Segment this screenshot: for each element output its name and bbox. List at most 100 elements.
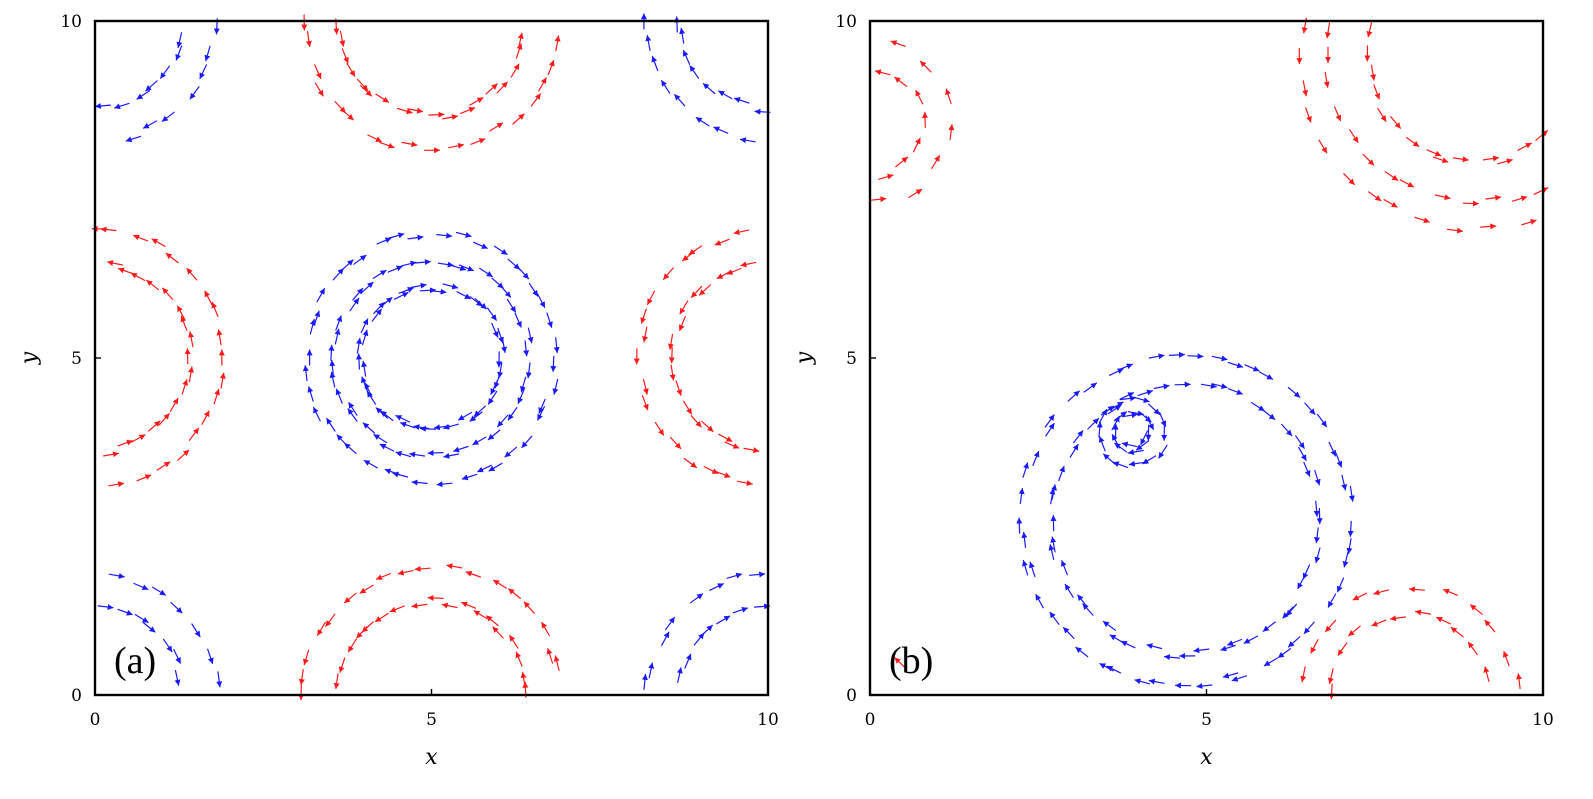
quiver-arrow-0-315	[660, 79, 671, 94]
quiver-arrow-1-170	[1348, 485, 1355, 502]
quiver-arrow-0-176	[473, 405, 486, 417]
quiver-arrow-0-49	[718, 433, 733, 442]
quiver-arrow-0-157	[371, 308, 382, 322]
quiver-arrow-0-45	[675, 380, 683, 396]
quiver-arrow-0-201	[335, 388, 343, 404]
quiver-arrow-0-8	[107, 260, 124, 266]
quiver-arrow-1-37	[1480, 223, 1497, 230]
quiver-arrow-0-20	[165, 252, 179, 264]
quiver-arrow-0-136	[317, 621, 326, 636]
quiver-arrow-0-266	[117, 608, 133, 616]
quiver-arrow-1-51	[1484, 619, 1496, 633]
quiver-arrow-0-287	[661, 631, 670, 646]
quiver-arrow-0-169	[400, 421, 416, 429]
quiver-arrow-0-206	[379, 443, 395, 452]
quiver-arrow-0-299	[161, 111, 175, 122]
quiver-arrow-0-194	[352, 287, 364, 301]
quiver-arrow-1-30	[1305, 107, 1312, 123]
quiver-arrow-0-196	[335, 315, 343, 331]
quiver-arrow-0-126	[508, 588, 521, 600]
quiver-arrow-0-22	[133, 234, 149, 242]
quiver-arrow-0-57	[646, 290, 656, 305]
quiver-arrow-0-215	[507, 407, 518, 421]
quiver-arrow-0-227	[407, 234, 424, 241]
quiver-arrow-1-123	[1314, 527, 1321, 544]
quiver-arrow-0-34	[216, 329, 223, 346]
quiver-arrow-0-59	[642, 326, 648, 343]
quiver-arrow-0-293	[145, 80, 158, 92]
quiver-arrow-1-57	[1324, 619, 1337, 633]
quiver-arrow-1-34	[1383, 199, 1398, 208]
quiver-arrow-1-3	[1373, 84, 1381, 100]
quiver-arrow-0-16	[188, 366, 194, 383]
quiver-arrow-0-80	[460, 107, 476, 115]
quiver-arrow-1-121	[1302, 564, 1311, 580]
quiver-arrow-0-283	[726, 572, 743, 579]
quiver-arrow-0-111	[473, 610, 488, 620]
quiver-arrow-1-65	[874, 69, 891, 76]
quiver-arrow-0-97	[448, 142, 465, 149]
quiver-arrow-0-240	[326, 417, 336, 432]
quiver-arrow-1-191	[1098, 408, 1108, 424]
quiver-arrow-0-41	[678, 316, 686, 332]
quiver-arrow-1-125	[1328, 441, 1337, 457]
quiver-arrow-1-48	[1327, 668, 1334, 685]
quiver-arrow-0-38	[698, 284, 712, 296]
quiver-arrow-0-44	[669, 364, 676, 381]
quiver-arrow-1-138	[1083, 382, 1098, 393]
quiver-arrow-0-242	[344, 442, 357, 454]
quiver-arrow-1-122	[1314, 547, 1321, 564]
panel-a: 0 5 10 0 5 10 x y (a)	[17, 12, 779, 770]
quiver-arrow-1-79	[1303, 461, 1311, 477]
quiver-arrow-0-106	[520, 671, 527, 689]
quiver-arrow-1-143	[1022, 462, 1029, 478]
quiver-arrow-0-29	[188, 427, 200, 441]
quiver-arrow-0-63	[654, 421, 665, 436]
quiver-arrow-0-182	[506, 298, 517, 313]
quiver-arrow-0-112	[461, 601, 477, 609]
quiver-arrow-0-31	[213, 388, 220, 405]
quiver-arrow-0-190	[400, 260, 417, 267]
quiver-arrow-0-218	[525, 362, 532, 379]
quiver-arrow-0-53	[714, 238, 730, 246]
quiver-arrow-0-261	[174, 669, 181, 686]
quiver-arrow-0-62	[641, 395, 649, 411]
quiver-arrow-1-94	[1087, 418, 1100, 430]
quiver-arrow-0-86	[517, 32, 524, 49]
quiver-arrow-0-147	[469, 296, 483, 307]
quiver-arrow-0-235	[309, 318, 316, 335]
panel-b: 0 5 10 0 5 10 x y (b)	[792, 12, 1554, 770]
quiver-arrow-0-140	[553, 655, 560, 672]
quiver-arrow-0-166	[375, 407, 388, 419]
quiver-arrow-1-158	[1196, 683, 1213, 690]
quiver-arrow-0-4	[162, 287, 174, 300]
quiver-arrow-0-149	[442, 283, 459, 290]
quiver-arrow-0-164	[364, 382, 373, 398]
quiver-arrow-1-116	[1243, 635, 1259, 644]
quiver-arrow-1-139	[1067, 390, 1080, 402]
quiver-arrow-1-162	[1277, 647, 1292, 659]
quiver-arrow-1-89	[1153, 383, 1170, 390]
quiver-arrow-0-113	[441, 602, 458, 609]
quiver-arrow-0-296	[176, 32, 183, 49]
quiver-arrow-1-59	[1300, 666, 1307, 683]
quiver-arrow-0-217	[520, 376, 527, 393]
quiver-arrow-0-70	[339, 30, 346, 47]
quiver-arrow-0-120	[347, 638, 357, 653]
quiver-arrow-0-144	[491, 322, 499, 338]
quiver-arrow-0-310	[733, 97, 750, 104]
quiver-arrow-1-97	[1058, 465, 1065, 482]
quiver-arrow-0-162	[361, 360, 368, 377]
quiver-arrow-1-88	[1174, 381, 1191, 388]
quiver-arrow-0-294	[160, 65, 170, 79]
quiver-arrow-0-61	[642, 379, 649, 395]
quiver-arrow-1-26	[1533, 187, 1549, 195]
quiver-arrow-0-295	[175, 45, 183, 61]
panel-b-xlabel: x	[1200, 745, 1213, 770]
quiver-arrow-1-39	[1483, 666, 1490, 683]
quiver-arrow-0-288	[648, 662, 655, 679]
quiver-arrow-1-106	[1082, 603, 1094, 616]
quiver-arrow-0-98	[470, 138, 486, 145]
quiver-arrow-0-150	[430, 288, 447, 295]
quiver-arrow-1-55	[1373, 589, 1390, 596]
